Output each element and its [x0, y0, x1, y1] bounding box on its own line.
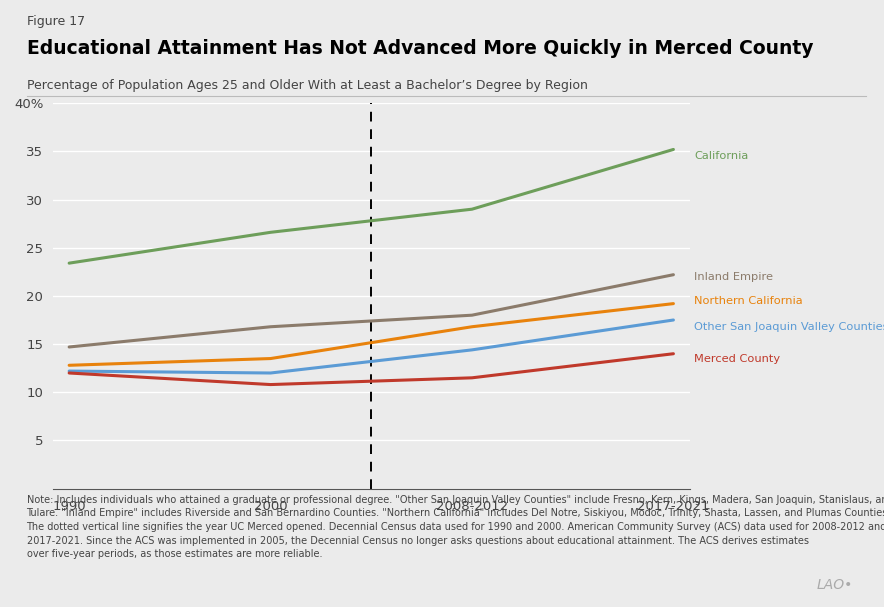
- Text: Northern California: Northern California: [694, 296, 803, 306]
- Text: LAO•: LAO•: [817, 578, 853, 592]
- Text: Inland Empire: Inland Empire: [694, 272, 773, 282]
- Text: California: California: [694, 151, 748, 161]
- Text: Note: Includes individuals who attained a graduate or professional degree. "Othe: Note: Includes individuals who attained …: [27, 495, 884, 559]
- Text: Merced County: Merced County: [694, 353, 780, 364]
- Text: Educational Attainment Has Not Advanced More Quickly in Merced County: Educational Attainment Has Not Advanced …: [27, 39, 813, 58]
- Text: Other San Joaquin Valley Counties: Other San Joaquin Valley Counties: [694, 322, 884, 332]
- Text: Figure 17: Figure 17: [27, 15, 85, 28]
- Text: Percentage of Population Ages 25 and Older With at Least a Bachelor’s Degree by : Percentage of Population Ages 25 and Old…: [27, 79, 587, 92]
